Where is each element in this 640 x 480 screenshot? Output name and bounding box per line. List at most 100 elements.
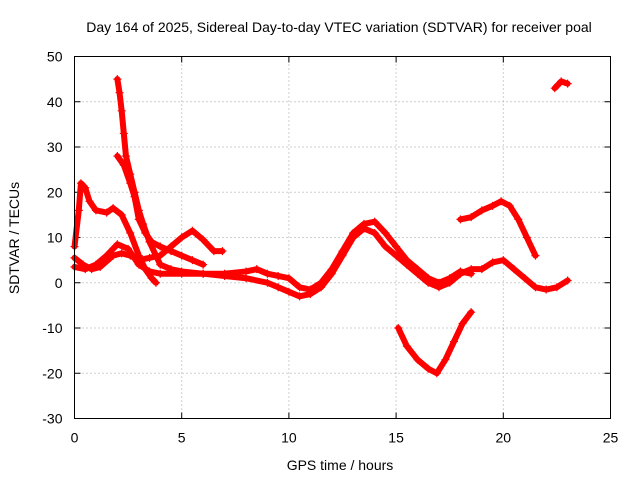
- data-point: [147, 238, 156, 247]
- data-point: [220, 269, 229, 278]
- data-point: [381, 242, 390, 251]
- data-point: [218, 247, 227, 256]
- data-point: [467, 269, 476, 278]
- data-point: [126, 228, 135, 237]
- data-point: [424, 364, 433, 373]
- data-point: [458, 319, 467, 328]
- data-point: [381, 228, 390, 237]
- data-point: [467, 213, 476, 222]
- data-point: [488, 201, 497, 210]
- x-tick-label: 0: [71, 430, 79, 446]
- data-point: [76, 179, 85, 188]
- data-point: [477, 206, 486, 215]
- data-point: [117, 210, 126, 219]
- data-point: [156, 269, 165, 278]
- data-point: [284, 287, 293, 296]
- data-point: [563, 276, 572, 285]
- data-point: [505, 201, 514, 210]
- plot-frame: [74, 56, 611, 419]
- series-trace: [114, 153, 207, 268]
- data-point: [557, 77, 566, 86]
- y-tick-label: -30: [42, 411, 62, 427]
- data-point: [102, 251, 111, 260]
- data-point: [434, 278, 443, 287]
- data-point: [177, 233, 186, 242]
- data-point: [514, 215, 523, 224]
- data-point: [488, 258, 497, 267]
- y-tick-label: -10: [42, 320, 62, 336]
- x-tick-label: 20: [496, 430, 512, 446]
- data-point: [413, 355, 422, 364]
- data-point: [177, 251, 186, 260]
- data-point: [295, 283, 304, 292]
- data-point: [445, 274, 454, 283]
- data-point: [134, 215, 143, 224]
- data-point: [317, 278, 326, 287]
- data-point: [156, 260, 165, 269]
- data-point: [295, 292, 304, 301]
- data-point: [497, 197, 506, 206]
- data-point: [126, 179, 135, 188]
- data-point: [115, 88, 124, 97]
- series-track-6: [394, 308, 476, 378]
- data-point: [499, 256, 508, 265]
- y-tick-label: 40: [47, 94, 63, 110]
- data-point: [359, 219, 368, 228]
- data-point: [274, 283, 283, 292]
- data-point: [177, 267, 186, 276]
- y-tick-label: 50: [47, 49, 63, 65]
- data-point: [188, 226, 197, 235]
- data-point: [151, 278, 160, 287]
- data-point: [467, 308, 476, 317]
- data-point: [119, 161, 128, 170]
- data-point: [402, 256, 411, 265]
- y-tick-label: 0: [55, 275, 63, 291]
- data-point: [552, 283, 561, 292]
- y-tick-label: 30: [47, 139, 63, 155]
- data-point: [166, 247, 175, 256]
- series-trace: [395, 309, 475, 377]
- y-tick-label: 20: [47, 184, 63, 200]
- data-point: [117, 106, 126, 115]
- data-point: [432, 369, 441, 378]
- data-point: [263, 278, 272, 287]
- data-point: [370, 217, 379, 226]
- data-marks: [70, 75, 572, 378]
- data-point: [242, 274, 251, 283]
- data-point: [121, 152, 130, 161]
- data-point: [117, 249, 126, 258]
- data-point: [145, 253, 154, 262]
- data-point: [402, 342, 411, 351]
- data-point: [394, 324, 403, 332]
- data-point: [306, 285, 315, 294]
- series-track-4: [113, 75, 476, 294]
- data-point: [520, 274, 529, 283]
- data-point: [392, 251, 401, 260]
- data-point: [188, 256, 197, 265]
- data-point: [113, 152, 122, 161]
- data-point: [147, 274, 156, 283]
- x-tick-label: 15: [388, 430, 404, 446]
- data-point: [274, 271, 283, 280]
- data-point: [413, 265, 422, 274]
- series-trace: [114, 76, 475, 293]
- data-point: [102, 208, 111, 217]
- data-point: [199, 260, 208, 269]
- data-point: [531, 251, 540, 260]
- data-point: [510, 265, 519, 274]
- data-point: [242, 267, 251, 276]
- data-point: [151, 251, 160, 260]
- data-point: [209, 247, 218, 256]
- data-point: [141, 228, 150, 237]
- data-point: [550, 84, 559, 93]
- data-point: [124, 244, 133, 253]
- series-track-7: [456, 197, 540, 260]
- data-point: [81, 265, 90, 274]
- y-axis-label: SDTVAR / TECUs: [6, 182, 22, 294]
- data-point: [456, 215, 465, 224]
- data-point: [130, 192, 139, 201]
- data-point: [424, 274, 433, 283]
- data-point: [456, 267, 465, 276]
- chart-title: Day 164 of 2025, Sidereal Day-to-day VTE…: [86, 19, 592, 35]
